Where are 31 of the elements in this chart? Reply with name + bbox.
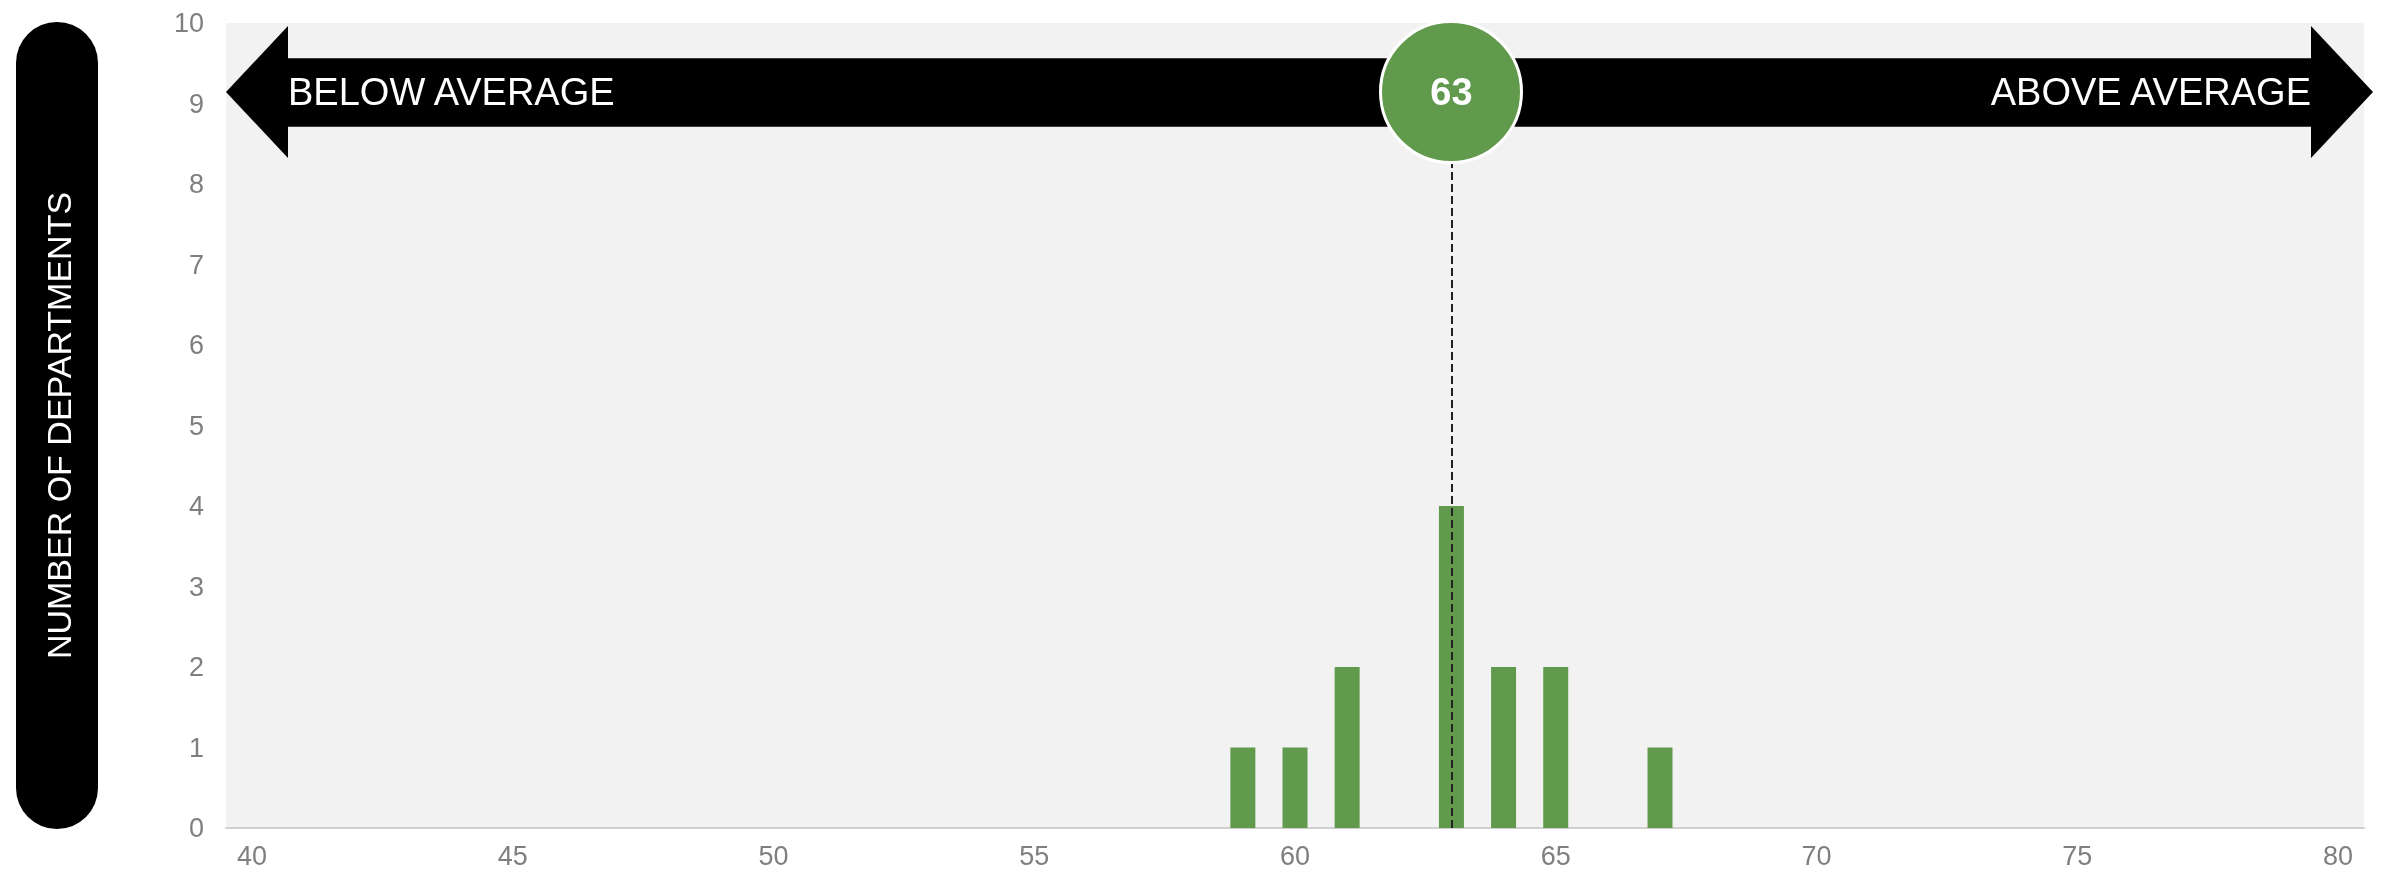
x-tick-label: 55 (1019, 840, 1050, 871)
x-tick-label: 40 (237, 840, 268, 871)
y-tick-label: 9 (188, 88, 204, 119)
annotation: ABOVE AVERAGE (1990, 70, 2311, 115)
x-tick-label: 60 (1279, 840, 1311, 871)
y-tick-label: 0 (188, 813, 204, 843)
x-tick-label: 80 (2322, 840, 2353, 871)
bar (1491, 667, 1517, 828)
bar (1282, 747, 1308, 828)
x-tick-label: 45 (497, 840, 528, 871)
annotation: BELOW AVERAGE (288, 70, 615, 115)
ref-line-label: 63 (1430, 70, 1473, 114)
bar (1647, 747, 1673, 828)
y-tick-label: 1 (188, 732, 204, 763)
y-tick-label: 4 (188, 491, 204, 521)
y-tick-label: 7 (188, 249, 204, 280)
bar (1230, 747, 1256, 828)
bar (1438, 506, 1464, 828)
x-tick-label: 70 (1801, 840, 1832, 871)
y-axis-title: NUMBER OF DEPARTMENTS (40, 191, 78, 660)
y-tick-label: 2 (188, 652, 204, 682)
bar (1334, 667, 1360, 828)
x-tick-label: 50 (758, 840, 789, 871)
y-tick-label: 8 (188, 169, 204, 199)
y-tick-label: 3 (188, 571, 204, 602)
x-tick-label: 75 (2062, 840, 2093, 871)
bar (1543, 667, 1569, 828)
y-tick-label: 6 (188, 330, 204, 360)
y-tick-label: 10 (173, 8, 204, 38)
y-tick-label: 5 (188, 410, 204, 441)
x-tick-label: 65 (1540, 840, 1571, 871)
